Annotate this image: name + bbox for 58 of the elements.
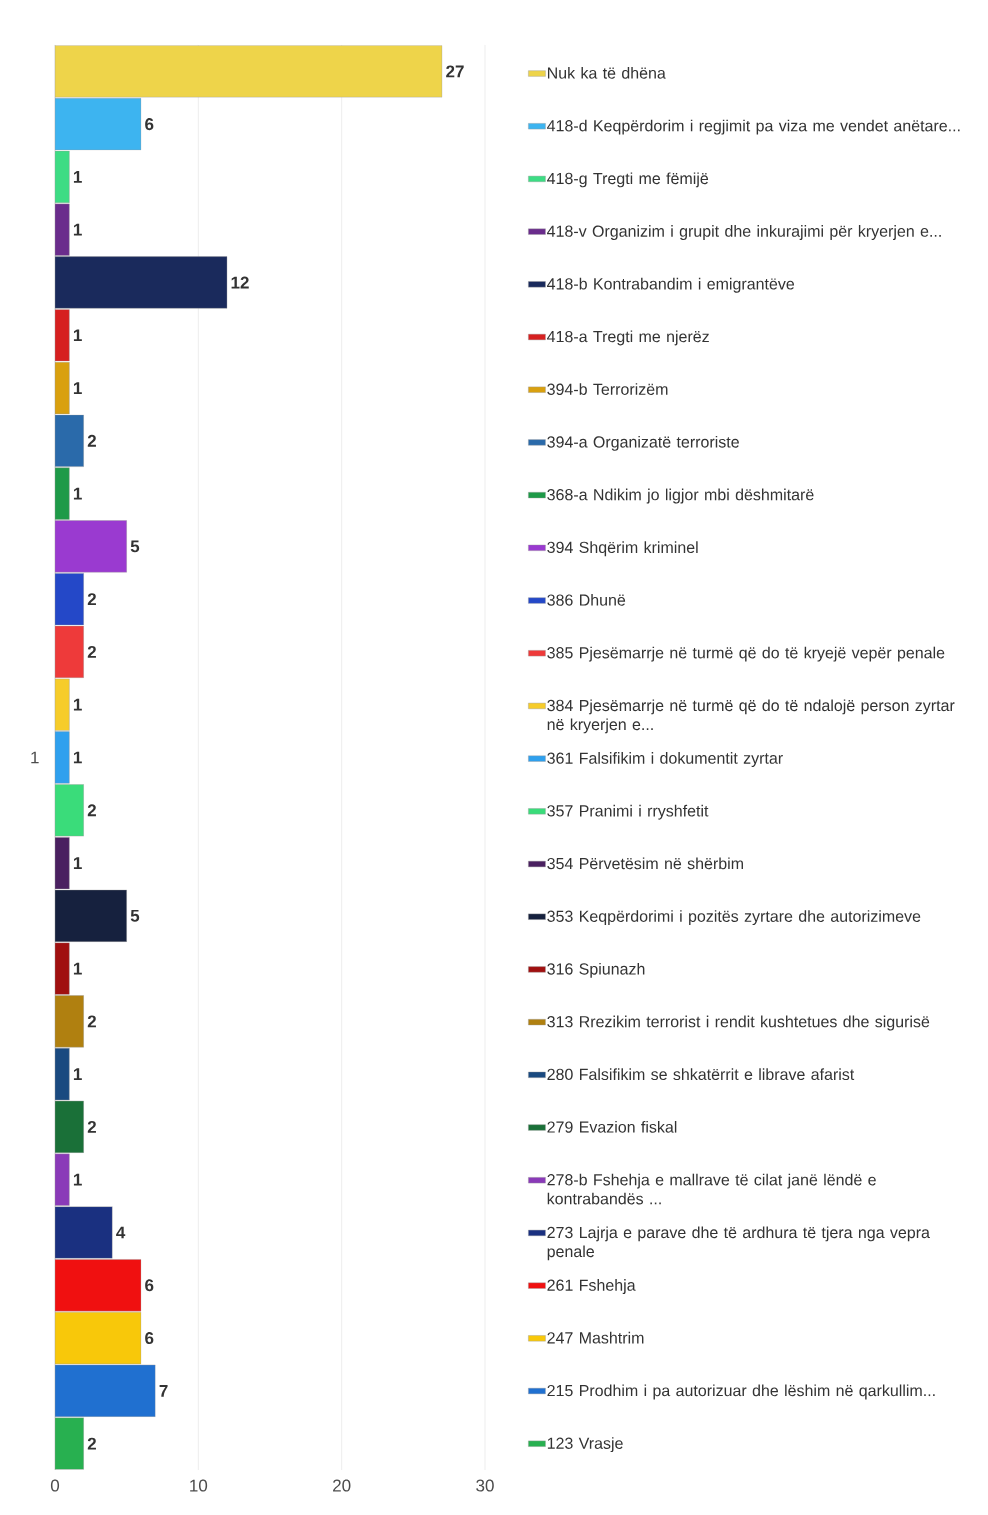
legend-label: 123 Vrasje [547, 1437, 623, 1453]
data-label: 6 [145, 118, 154, 131]
data-label: 1 [73, 171, 82, 183]
legend-label: 394-b Terrorizëm [547, 383, 668, 395]
x-tick-label: 10 [190, 1479, 208, 1492]
legend-label: 394 Shqërim kriminel [547, 541, 698, 557]
legend-label: 279 Evazion fiskal [547, 1120, 677, 1133]
legend-label: Nuk ka të dhëna [547, 66, 666, 79]
legend-label: 353 Keqpërdorimi i pozitës zyrtare dhe autorizimeve [547, 910, 921, 926]
data-label: 6 [145, 1332, 154, 1345]
legend-label: 418-b Kontrabandim i emigrantëve [547, 277, 795, 293]
data-label: 7 [159, 1384, 168, 1397]
legend-label: 357 Pranimi i rryshfetit [547, 804, 709, 820]
legend-label: 386 Dhunë [547, 593, 626, 606]
legend-label: 418-v Organizim i grupit dhe inkurajimi për kryerjen e... [547, 225, 941, 240]
legend-label: 354 Përvetësim në shërbim [547, 857, 743, 870]
data-label: 1 [73, 857, 82, 869]
x-tick-label: 20 [333, 1479, 351, 1492]
data-label: 1 [73, 751, 82, 764]
legend-label: 394-a Organizatë terroriste [547, 435, 739, 451]
data-label: 2 [87, 645, 96, 658]
data-label: 27 [446, 65, 464, 78]
legend-label: 313 Rrezikim terrorist i rendit kushtetues dhe sigurisë [547, 1015, 930, 1031]
legend-label: 278-b Fshehja e mallrave të cilat janë lëndë e kontrabandës ... [547, 1173, 876, 1205]
x-tick-label: 30 [476, 1479, 494, 1492]
legend-label: 261 Fshehja [547, 1279, 636, 1294]
data-label: 5 [130, 540, 140, 553]
legend-label: 418-g Tregti me fëmijë [547, 172, 709, 188]
data-label: 1 [73, 223, 82, 236]
data-label: 2 [87, 1121, 96, 1133]
legend-label: 418-d Keqpërdorim i regjimit pa viza me vendet anëtare... [547, 119, 960, 135]
legend-label: 215 Prodhim i pa autorizuar dhe lëshim në qarkullim... [547, 1384, 935, 1400]
legend-label: 273 Lajrja e parave dhe të ardhura të tjera nga vepra penale [547, 1226, 930, 1261]
data-label: 1 [73, 1068, 82, 1080]
legend-label: 361 Falsifikim i dokumentit zyrtar [547, 752, 783, 767]
x-tick-label: 0 [50, 1479, 60, 1492]
data-label: 1 [73, 487, 82, 500]
legend-label: 385 Pjesëmarrje në turmë që do të kryejë vepër penale [547, 646, 945, 662]
legend-label: 247 Mashtrim [547, 1331, 644, 1344]
data-label: 1 [73, 382, 82, 394]
legend-label: 418-a Tregti me njerëz [547, 330, 709, 346]
legend-label: 280 Falsifikim se shkatërrit e librave afarist [547, 1068, 855, 1081]
data-label: 2 [87, 593, 96, 606]
legend-label: 316 Spiunazh [547, 962, 645, 978]
data-label: 2 [87, 804, 96, 817]
data-label: 5 [130, 909, 140, 922]
data-label: 12 [231, 276, 249, 289]
data-label: 6 [145, 1279, 154, 1292]
data-label: 2 [87, 1437, 96, 1450]
data-label: 4 [116, 1226, 126, 1239]
data-label: 1 [73, 698, 82, 711]
legend-label: 368-a Ndikim jo ligjor mbi dëshmitarë [547, 488, 814, 504]
legend-label: 384 Pjesëmarrje në turmë që do të ndalojë person zyrtar në kryerjen e... [547, 699, 955, 734]
data-label: 1 [73, 962, 82, 975]
data-label: 2 [87, 434, 96, 447]
data-label: 2 [87, 1015, 96, 1028]
data-label: 1 [73, 329, 82, 342]
data-label: 1 [73, 1173, 82, 1186]
